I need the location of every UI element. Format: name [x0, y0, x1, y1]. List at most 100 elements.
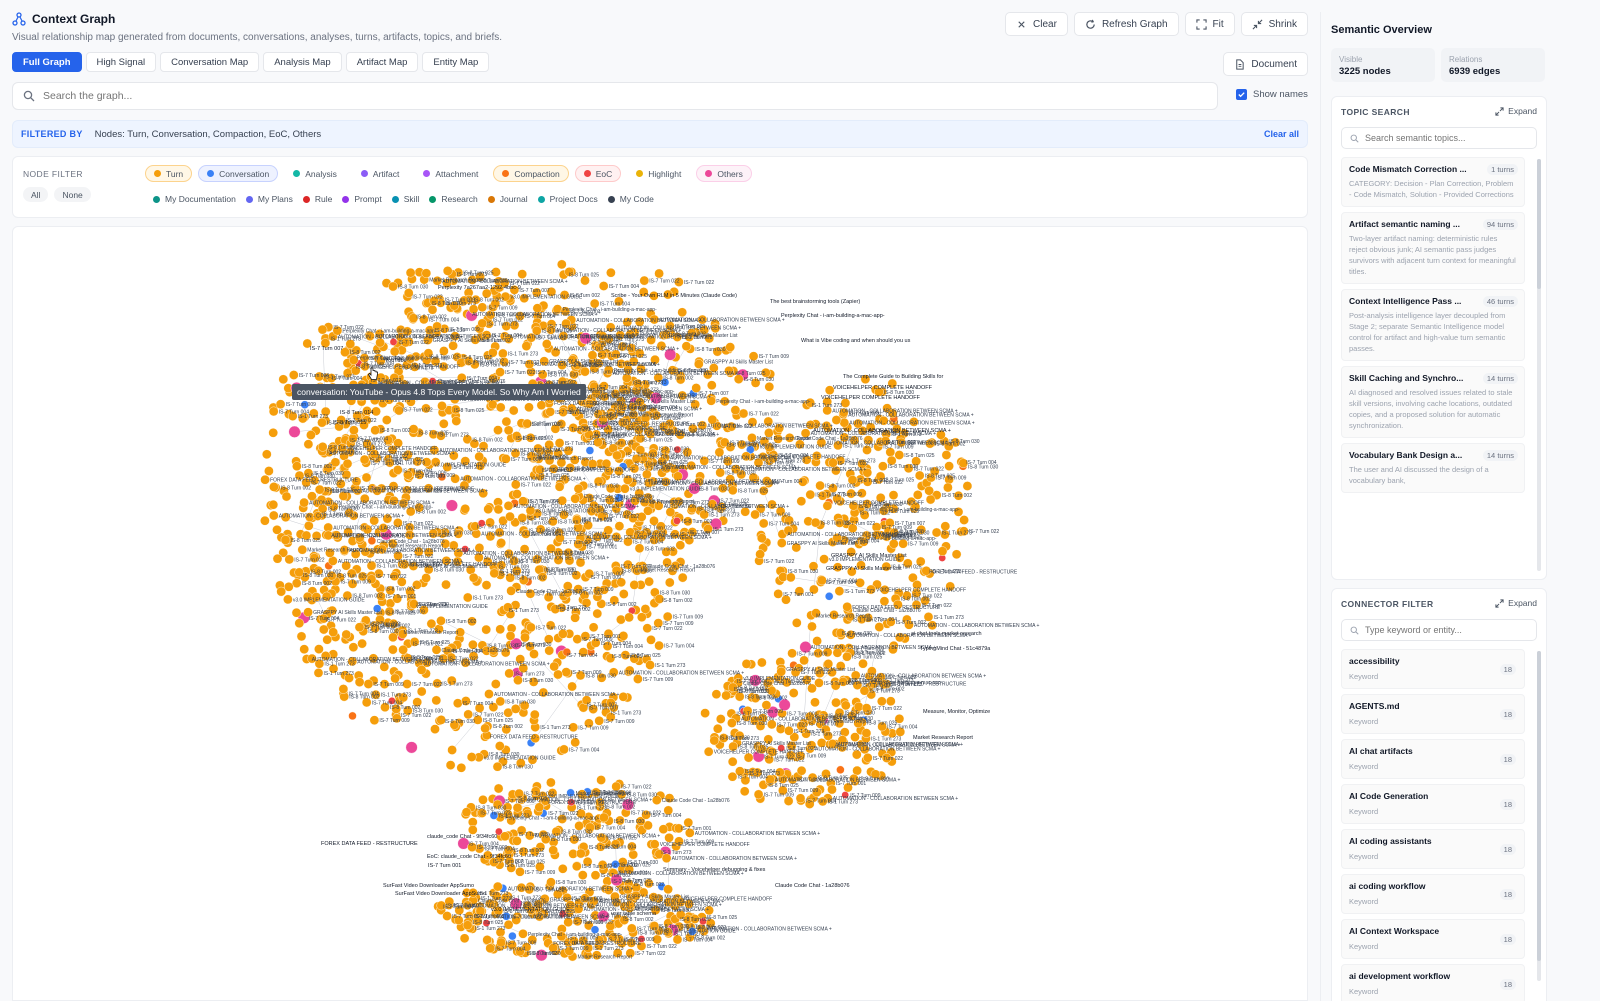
graph-node[interactable]	[558, 331, 569, 341]
graph-node[interactable]	[260, 515, 270, 526]
graph-node[interactable]	[831, 415, 842, 425]
graph-node[interactable]	[548, 845, 559, 856]
graph-node[interactable]	[640, 604, 651, 614]
graph-node[interactable]	[283, 581, 294, 592]
graph-node[interactable]	[677, 572, 688, 583]
graph-node[interactable]	[318, 624, 329, 635]
graph-node[interactable]	[943, 482, 953, 493]
graph-node[interactable]	[504, 548, 514, 559]
graph-node[interactable]	[634, 543, 645, 554]
topic-scrollbar[interactable]	[1537, 159, 1541, 571]
show-names-toggle[interactable]: Show names	[1236, 89, 1308, 100]
node-filter-chip-analysis[interactable]: Analysis	[284, 165, 346, 182]
graph-node[interactable]	[327, 443, 338, 454]
graph-node[interactable]	[525, 432, 536, 443]
graph-node[interactable]	[670, 561, 681, 571]
graph-node[interactable]	[462, 920, 473, 931]
graph-node[interactable]	[421, 403, 431, 414]
graph-node[interactable]	[662, 611, 673, 622]
graph-node[interactable]	[478, 441, 489, 451]
graph-node[interactable]	[539, 356, 550, 366]
graph-node[interactable]	[611, 565, 622, 576]
node-filter-chip-turn[interactable]: Turn	[145, 165, 193, 182]
graph-node[interactable]	[460, 657, 471, 668]
graph-node[interactable]	[554, 438, 565, 448]
graph-node[interactable]	[322, 634, 333, 645]
graph-node[interactable]	[792, 618, 802, 628]
graph-node[interactable]	[633, 674, 643, 684]
graph-node[interactable]	[637, 612, 647, 623]
graph-node[interactable]	[525, 505, 536, 516]
graph-node[interactable]	[538, 687, 549, 698]
graph-node[interactable]	[874, 622, 885, 632]
connector-search-input[interactable]	[1365, 625, 1528, 635]
graph-node[interactable]	[431, 644, 442, 655]
graph-node[interactable]	[517, 269, 528, 279]
graph-node[interactable]	[532, 325, 542, 336]
graph-node[interactable]	[445, 760, 456, 770]
graph-node[interactable]	[624, 665, 635, 676]
graph-node[interactable]	[463, 709, 474, 720]
graph-node[interactable]	[585, 446, 595, 455]
graph-node[interactable]	[822, 500, 833, 511]
graph-node[interactable]	[810, 697, 820, 708]
graph-node[interactable]	[446, 675, 457, 686]
graph-node[interactable]	[472, 715, 483, 725]
graph-node[interactable]	[390, 673, 400, 684]
graph-node[interactable]	[307, 491, 317, 502]
graph-node[interactable]	[389, 338, 398, 346]
graph-node[interactable]	[649, 839, 660, 850]
graph-node[interactable]	[653, 618, 664, 628]
graph-node[interactable]	[639, 275, 650, 286]
graph-node[interactable]	[773, 589, 784, 599]
graph-node[interactable]	[564, 555, 575, 566]
graph-node[interactable]	[284, 554, 295, 565]
tab-high-signal[interactable]: High Signal	[85, 52, 157, 72]
collection-chip-my-documentation[interactable]: My Documentation	[153, 194, 236, 204]
graph-node[interactable]	[291, 607, 302, 618]
graph-node[interactable]	[357, 638, 367, 649]
graph-node[interactable]	[450, 331, 460, 341]
graph-node[interactable]	[352, 411, 363, 421]
graph-node[interactable]	[567, 681, 577, 692]
graph-node[interactable]	[524, 402, 534, 413]
graph-node[interactable]	[730, 405, 741, 415]
graph-node[interactable]	[700, 708, 710, 718]
graph-node[interactable]	[391, 713, 402, 724]
graph-node[interactable]	[261, 449, 272, 460]
graph-node[interactable]	[525, 588, 536, 599]
graph-node[interactable]	[432, 321, 442, 332]
graph-node[interactable]	[525, 641, 535, 652]
graph-node[interactable]	[405, 506, 416, 517]
graph-node[interactable]	[272, 553, 283, 564]
graph-node[interactable]	[495, 402, 506, 413]
graph-node[interactable]	[485, 531, 496, 542]
show-names-checkbox[interactable]	[1236, 89, 1247, 100]
graph-node[interactable]	[888, 490, 899, 500]
topic-card[interactable]: Artifact semantic naming ... 94 turns Two-…	[1341, 212, 1525, 284]
graph-node[interactable]	[493, 783, 504, 794]
graph-node[interactable]	[661, 547, 672, 557]
graph-node[interactable]	[612, 450, 622, 461]
graph-node[interactable]	[545, 620, 556, 631]
graph-canvas[interactable]: IS-7 Turn 007 IS-7 Turn 022 IS-8 Turn 030 I…	[12, 226, 1308, 1001]
filter-none-button[interactable]: None	[54, 187, 91, 202]
graph-node[interactable]	[431, 695, 442, 706]
graph-node[interactable]	[299, 644, 310, 655]
graph-node[interactable]	[629, 653, 640, 664]
graph-node[interactable]	[451, 416, 462, 426]
graph-node[interactable]	[510, 704, 521, 714]
connector-expand-button[interactable]: Expand	[1495, 598, 1537, 608]
graph-node[interactable]	[863, 753, 873, 763]
graph-node[interactable]	[544, 645, 555, 656]
graph-node[interactable]	[412, 697, 423, 707]
graph-node[interactable]	[852, 765, 862, 776]
graph-node[interactable]	[421, 268, 432, 279]
graph-node[interactable]	[619, 589, 629, 599]
graph-node[interactable]	[557, 259, 567, 270]
graph-node[interactable]	[533, 443, 543, 454]
graph-node[interactable]	[452, 698, 463, 709]
graph-node[interactable]	[548, 464, 559, 474]
graph-node[interactable]	[299, 497, 309, 508]
graph-node[interactable]	[438, 653, 449, 664]
